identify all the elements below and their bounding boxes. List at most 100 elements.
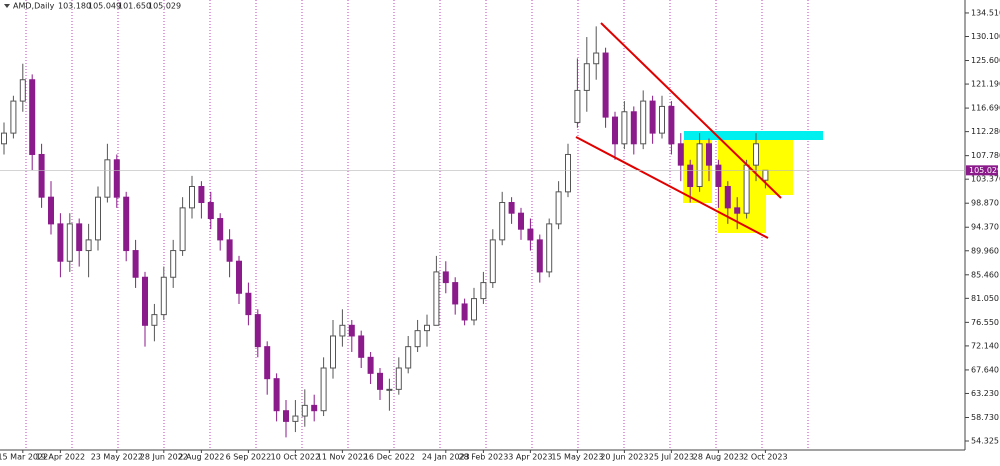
candle-body <box>405 346 412 369</box>
y-tick-label: 89.960 <box>971 246 999 255</box>
candle-body <box>424 324 430 332</box>
candle-body <box>753 143 759 166</box>
candle-body <box>29 79 36 155</box>
y-tick-label: 81.050 <box>971 294 999 303</box>
x-tick-label: 11 Nov 2022 <box>317 453 368 462</box>
candle-body <box>151 314 158 326</box>
candle-body <box>123 196 130 252</box>
candle-body <box>612 116 618 145</box>
x-tick-label: 16 Dec 2022 <box>364 453 415 462</box>
candle-body <box>189 186 195 209</box>
y-tick-label: 134.510 <box>971 8 1000 17</box>
y-tick-label: 125.600 <box>971 56 1000 65</box>
candle-body <box>217 218 224 241</box>
candle-body <box>57 223 64 262</box>
zone <box>766 140 793 195</box>
candle-body <box>85 239 92 252</box>
candle-body <box>160 276 167 316</box>
candle-body <box>724 186 731 209</box>
y-tick-label: 98.870 <box>971 199 999 208</box>
candle-body <box>706 143 712 166</box>
candle-body <box>480 282 487 300</box>
candle-body <box>499 202 506 241</box>
candle-body <box>132 250 139 278</box>
candle-body <box>48 196 54 225</box>
x-tick-label: 2 Aug 2022 <box>178 453 224 462</box>
x-tick-label: 28 Jun 2022 <box>140 453 188 462</box>
candle-body <box>696 143 703 188</box>
y-tick-label: 63.230 <box>971 389 999 398</box>
ohlc-value: 103.180 <box>58 2 91 11</box>
candle-body <box>301 404 308 417</box>
x-tick-label: 28 Feb 2023 <box>459 453 509 462</box>
candle-body <box>574 89 581 123</box>
candle-body <box>677 143 684 166</box>
x-tick-label: 3 Apr 2023 <box>508 453 552 462</box>
candle-body <box>395 367 402 390</box>
x-tick-label: 6 Sep 2022 <box>226 453 272 462</box>
candle-body <box>245 292 252 316</box>
ohlc-value: 105.049 <box>88 2 121 11</box>
candle-body <box>565 153 571 193</box>
x-tick-label: 20 Jun 2023 <box>600 453 648 462</box>
candle-body <box>367 356 374 374</box>
chart-title: AMD,Daily <box>13 2 55 11</box>
y-tick-label: 116.690 <box>971 104 1000 113</box>
candle-body <box>179 207 186 252</box>
period-separators <box>25 0 809 450</box>
x-tick-label: 25 Jul 2023 <box>649 453 694 462</box>
x-tick-label: 19 Apr 2022 <box>36 453 85 462</box>
ohlc-value: 101.650 <box>118 2 151 11</box>
candle-body <box>207 202 214 220</box>
candles <box>1 26 769 438</box>
candle-body <box>142 276 148 326</box>
y-tick-label: 76.550 <box>971 318 999 327</box>
y-tick-label: 121.190 <box>971 80 1000 89</box>
trendline <box>600 22 782 199</box>
candle-body <box>66 223 73 262</box>
candle-body <box>555 191 562 225</box>
candle-body <box>236 260 242 294</box>
candle-body <box>254 314 261 348</box>
candle-body <box>414 330 421 348</box>
candle-body <box>602 52 609 118</box>
last-price-box <box>966 165 998 176</box>
candle-body <box>330 335 336 369</box>
candle-body <box>113 159 120 198</box>
candle-body <box>743 164 750 214</box>
candle-body <box>226 239 233 262</box>
candle-body <box>311 404 318 412</box>
candle-body <box>348 324 355 337</box>
y-tick-label: 72.140 <box>971 341 999 350</box>
y-tick-label: 54.325 <box>971 437 999 446</box>
candle-body <box>433 271 440 326</box>
x-tick-label: 10 Oct 2022 <box>271 453 320 462</box>
menu-icon <box>4 4 10 8</box>
candle-body <box>762 169 769 181</box>
y-tick-label: 103.370 <box>971 175 1000 184</box>
x-tick-label: 15 May 2023 <box>551 453 603 462</box>
candle-body <box>508 202 515 214</box>
candle-body <box>38 153 45 198</box>
y-tick-label: 58.730 <box>971 413 999 422</box>
candle-body <box>320 367 327 412</box>
candle-body <box>452 282 459 305</box>
candle-body <box>95 196 101 241</box>
y-tick-label: 67.640 <box>971 365 999 374</box>
y-tick-label: 94.370 <box>971 223 999 232</box>
candle-body <box>527 228 534 241</box>
candle-body <box>283 410 289 422</box>
candle-body <box>1 132 7 145</box>
candle-body <box>19 79 26 102</box>
candle-body <box>292 415 299 422</box>
candle-body <box>358 335 365 358</box>
candle-body <box>471 298 477 321</box>
candle-body <box>170 250 177 278</box>
candle-body <box>442 271 449 284</box>
x-tick-label: 28 Aug 2023 <box>693 453 744 462</box>
candle-body <box>593 52 600 65</box>
resistance-zone <box>684 131 823 140</box>
candle-body <box>583 63 590 91</box>
y-tick-label: 112.280 <box>971 127 1000 136</box>
candle-body <box>715 164 722 188</box>
